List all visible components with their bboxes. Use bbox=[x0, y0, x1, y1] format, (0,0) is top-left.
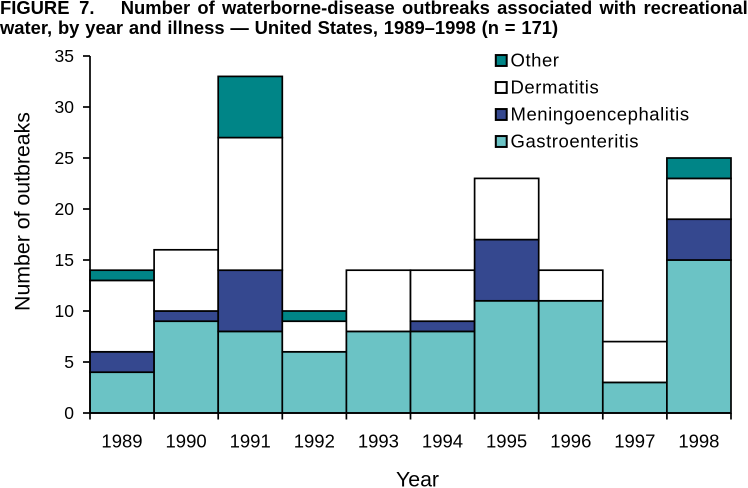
svg-text:1997: 1997 bbox=[614, 431, 655, 452]
svg-text:Dermatitis: Dermatitis bbox=[511, 77, 600, 98]
svg-text:10: 10 bbox=[55, 301, 75, 321]
svg-text:Year: Year bbox=[396, 468, 439, 488]
svg-text:1989: 1989 bbox=[101, 431, 142, 452]
svg-text:25: 25 bbox=[55, 148, 74, 168]
svg-text:1992: 1992 bbox=[294, 431, 335, 452]
svg-text:1993: 1993 bbox=[358, 431, 399, 452]
svg-text:Gastroenteritis: Gastroenteritis bbox=[511, 131, 640, 152]
svg-text:1994: 1994 bbox=[422, 431, 463, 452]
svg-text:Other: Other bbox=[511, 50, 560, 71]
svg-text:15: 15 bbox=[55, 250, 74, 270]
svg-text:1996: 1996 bbox=[550, 431, 591, 452]
svg-text:1998: 1998 bbox=[678, 431, 719, 452]
svg-text:1995: 1995 bbox=[486, 431, 527, 452]
svg-text:30: 30 bbox=[55, 97, 75, 117]
svg-text:Meningoencephalitis: Meningoencephalitis bbox=[511, 104, 690, 125]
svg-text:1990: 1990 bbox=[166, 431, 207, 452]
svg-text:35: 35 bbox=[55, 46, 74, 66]
svg-text:0: 0 bbox=[64, 403, 74, 423]
svg-text:1991: 1991 bbox=[230, 431, 271, 452]
svg-text:Number of outbreaks: Number of outbreaks bbox=[11, 112, 35, 311]
svg-text:5: 5 bbox=[64, 352, 74, 372]
svg-text:20: 20 bbox=[55, 199, 75, 219]
